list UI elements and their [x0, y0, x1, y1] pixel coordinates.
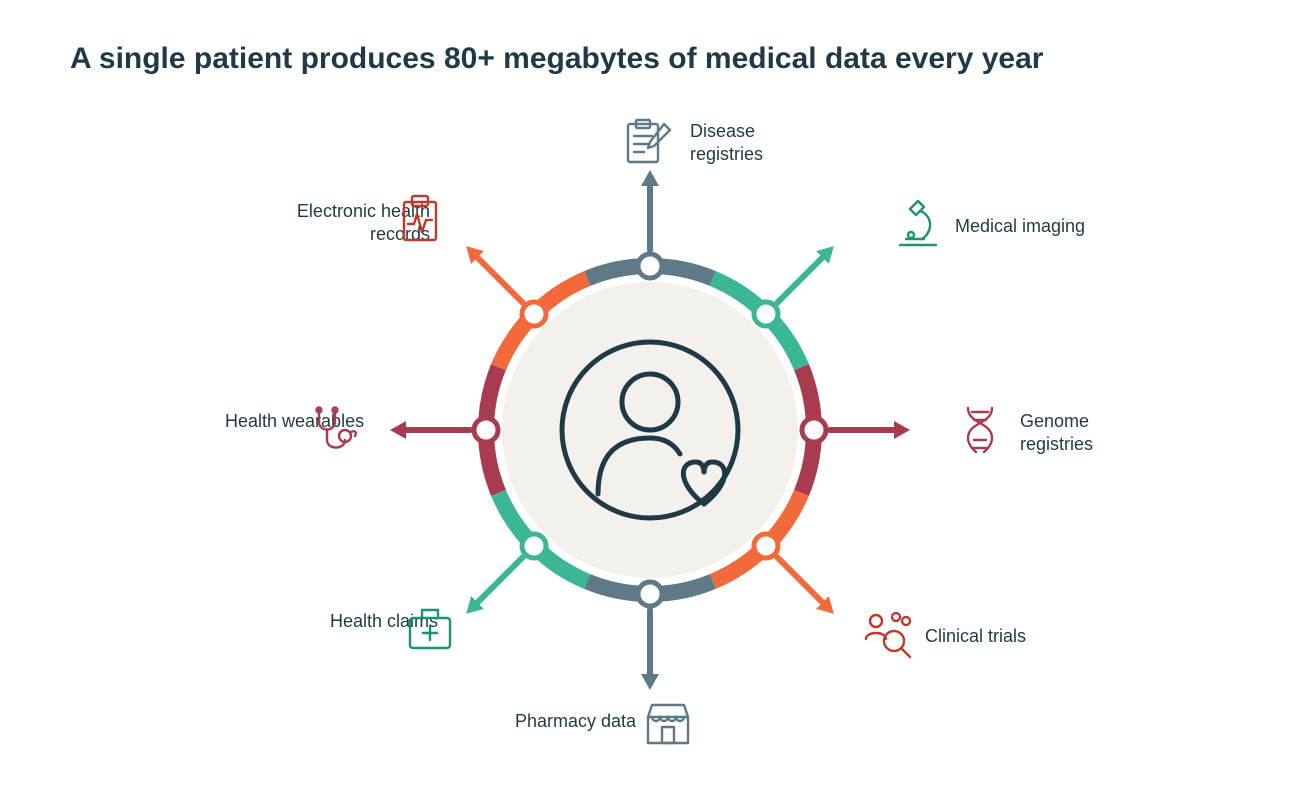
- spoke-label-disease-registries: Disease registries: [690, 120, 830, 165]
- spoke-node: [638, 582, 662, 606]
- spoke-node: [802, 418, 826, 442]
- spoke-label-genome-registries: Genome registries: [1020, 410, 1160, 455]
- spoke-arrow-shaft: [477, 257, 522, 302]
- spoke-arrow-shaft: [477, 557, 522, 602]
- spoke-node: [474, 418, 498, 442]
- microscope-icon: [890, 195, 946, 251]
- ecg-clipboard-icon: [392, 190, 448, 246]
- spoke-node: [754, 534, 778, 558]
- spoke-arrow-head: [641, 170, 659, 186]
- spoke-arrow-shaft: [777, 557, 822, 602]
- spoke-arrow-shaft: [777, 257, 822, 302]
- spoke-arrow-head: [641, 674, 659, 690]
- spoke-node: [754, 302, 778, 326]
- storefront-icon: [640, 695, 696, 751]
- spoke-node: [522, 534, 546, 558]
- dna-icon: [952, 402, 1008, 458]
- spoke-label-pharmacy-data: Pharmacy data: [515, 710, 636, 733]
- spoke-label-clinical-trials: Clinical trials: [925, 625, 1026, 648]
- spoke-label-medical-imaging: Medical imaging: [955, 215, 1085, 238]
- stethoscope-icon: [305, 402, 361, 458]
- spoke-node: [638, 254, 662, 278]
- spoke-node: [522, 302, 546, 326]
- spoke-arrow-head: [390, 421, 406, 439]
- people-magnify-icon: [860, 605, 916, 661]
- spoke-arrow-head: [894, 421, 910, 439]
- medical-kit-icon: [402, 600, 458, 656]
- clipboard-pencil-icon: [620, 114, 676, 170]
